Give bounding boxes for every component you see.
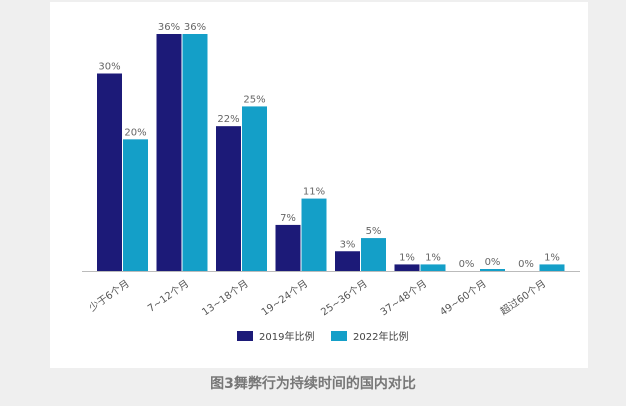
bar-2022年比例	[420, 264, 446, 271]
data-label: 5%	[366, 226, 382, 237]
data-label: 11%	[303, 187, 325, 198]
data-label: 0%	[459, 259, 475, 270]
bar-2019年比例	[394, 264, 420, 271]
data-label: 22%	[217, 114, 239, 125]
bar-2019年比例	[156, 34, 182, 271]
data-label: 1%	[544, 252, 560, 263]
bar-2019年比例	[275, 224, 301, 271]
x-tick-label: 25~36个月	[319, 278, 370, 319]
data-label: 36%	[184, 22, 206, 33]
data-label: 1%	[399, 252, 415, 263]
data-label: 30%	[98, 62, 120, 73]
x-tick-label: 37~48个月	[378, 278, 429, 319]
data-label: 0%	[485, 257, 501, 268]
x-tick-label: 少于6个月	[87, 278, 132, 314]
data-label: 7%	[280, 213, 296, 224]
x-tick-label: 49~60个月	[438, 278, 489, 319]
x-tick-label: 19~24个月	[259, 278, 310, 319]
data-label: 20%	[124, 127, 146, 138]
bar-2022年比例	[301, 198, 327, 271]
chart-caption: 图3舞弊行为持续时间的国内对比	[210, 376, 416, 392]
x-tick-label: 超过60个月	[498, 277, 549, 318]
legend-label: 2022年比例	[353, 330, 408, 343]
bar-2022年比例	[123, 139, 148, 271]
bar-2019年比例	[97, 73, 122, 271]
bar-2022年比例	[242, 106, 267, 272]
bar-2022年比例	[480, 269, 505, 271]
data-label: 36%	[158, 22, 180, 33]
data-label: 25%	[243, 94, 265, 105]
x-tick-label: 13~18个月	[200, 278, 251, 319]
bar-2019年比例	[335, 251, 360, 271]
legend-label: 2019年比例	[259, 330, 314, 343]
bar-2019年比例	[216, 126, 241, 272]
bar-2022年比例	[361, 238, 386, 271]
data-label: 1%	[425, 252, 441, 263]
bar-2022年比例	[539, 264, 565, 271]
data-label: 0%	[518, 259, 534, 270]
legend-swatch	[331, 331, 347, 341]
bar-2022年比例	[182, 34, 208, 271]
x-tick-label: 7~12个月	[145, 278, 191, 315]
data-label: 3%	[340, 239, 356, 250]
legend-swatch	[237, 331, 253, 341]
